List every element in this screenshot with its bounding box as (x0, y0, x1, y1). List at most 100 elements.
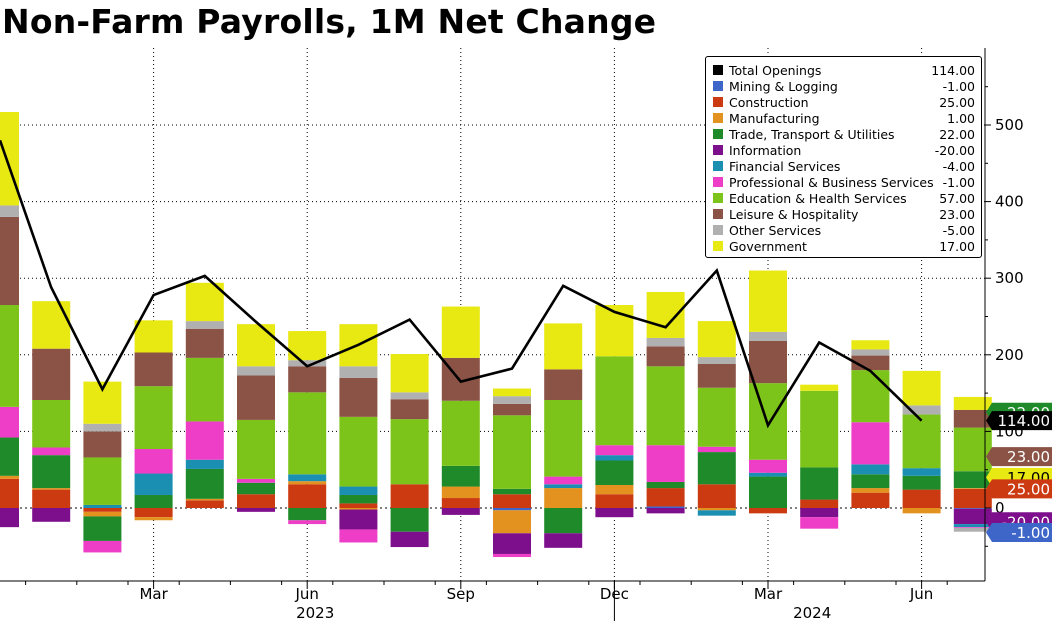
legend-swatch (713, 97, 723, 107)
bar-segment (800, 390, 839, 468)
bar-segment (134, 449, 173, 474)
chart-legend: Total Openings 114.00 Mining & Logging -1.0… (705, 56, 982, 258)
bar-segment (697, 452, 736, 485)
bar-segment (441, 486, 480, 499)
chart-title: Non-Farm Payrolls, 1M Net Change (2, 2, 657, 41)
legend-label: Trade, Transport & Utilities (729, 126, 895, 142)
bar-segment (0, 205, 19, 217)
bar-segment (902, 489, 941, 508)
legend-swatch (713, 225, 723, 235)
bar-segment (953, 527, 992, 528)
legend-label: Professional & Business Services (729, 174, 934, 190)
bar-segment (237, 375, 275, 420)
bar-segment (339, 416, 378, 487)
bar-segment (902, 468, 941, 476)
bar-segment (339, 377, 378, 417)
bar-segment (493, 553, 531, 558)
legend-item: Total Openings 114.00 (713, 62, 975, 78)
bar-segment (800, 499, 839, 508)
bar-segment (493, 510, 531, 534)
legend-swatch (713, 145, 723, 155)
bar-segment (83, 431, 122, 458)
legend-value: -20.00 (934, 142, 975, 158)
bar-segment (749, 341, 787, 384)
bar-segment (544, 484, 583, 489)
bar-segment (697, 508, 736, 511)
bar-segment (237, 508, 275, 512)
bar-segment (339, 509, 378, 530)
value-badge: 114.00 (986, 411, 1052, 431)
y-tick-label: 0 (995, 499, 1005, 517)
bar-segment (441, 465, 480, 487)
bar-segment (697, 321, 736, 358)
bar-segment (697, 357, 736, 364)
bar-segment (134, 494, 173, 508)
bar-segment (288, 366, 327, 393)
legend-item: Construction 25.00 (713, 94, 975, 110)
bar-segment (185, 328, 224, 358)
bar-segment (288, 481, 327, 485)
bar-segment (288, 508, 327, 521)
legend-swatch (713, 81, 723, 91)
bar-segment (851, 370, 890, 423)
bar-segment (237, 366, 275, 376)
bar-segment (902, 370, 941, 406)
bar-segment (288, 484, 327, 508)
bar-segment (493, 403, 531, 416)
legend-item: Government 17.00 (713, 238, 975, 254)
y-tick-label: 200 (995, 346, 1024, 364)
x-tick-label: Mar (139, 585, 168, 603)
bar-segment (953, 508, 992, 509)
bar-segment (441, 508, 480, 515)
bar-segment (185, 421, 224, 460)
bar-segment (646, 337, 685, 347)
legend-item: Leisure & Hospitality 23.00 (713, 206, 975, 222)
bar-segment (646, 506, 685, 508)
bar-segment (32, 508, 71, 522)
bar-segment (851, 340, 890, 350)
legend-swatch (713, 241, 723, 251)
bar-segment (32, 489, 71, 508)
legend-value: 22.00 (939, 126, 975, 142)
legend-value: -1.00 (942, 174, 975, 190)
bar-segment (749, 270, 787, 332)
bar-segment (32, 447, 71, 456)
legend-label: Total Openings (729, 62, 822, 78)
bar-segment (800, 517, 839, 529)
legend-label: Mining & Logging (729, 78, 838, 94)
bar-segment (32, 455, 71, 489)
bar-segment (749, 331, 787, 342)
value-badge-label: 114.00 (998, 412, 1051, 430)
bar-segment (595, 508, 634, 518)
bar-segment (390, 399, 429, 420)
total-openings-line (0, 139, 923, 429)
bar-segment (953, 396, 992, 410)
legend-item: Manufacturing 1.00 (713, 110, 975, 126)
legend-value: 1.00 (947, 110, 975, 126)
bar-segment (134, 352, 173, 387)
value-badge-shape (986, 447, 1052, 467)
legend-value: -5.00 (942, 222, 975, 238)
legend-value: -4.00 (942, 158, 975, 174)
x-year-label: 2024 (793, 604, 831, 621)
bar-segment (134, 386, 173, 450)
bar-segment (134, 508, 173, 518)
y-tick-label: 500 (995, 116, 1024, 134)
bar-segment (595, 356, 634, 446)
legend-value: 25.00 (939, 94, 975, 110)
bar-segment (339, 494, 378, 504)
bar-segment (288, 520, 327, 525)
legend-label: Education & Health Services (729, 190, 907, 206)
bar-segment (237, 494, 275, 508)
bar-segment (544, 369, 583, 400)
bar-segment (390, 354, 429, 393)
legend-swatch (713, 65, 723, 75)
bar-segment (493, 415, 531, 489)
legend-item: Financial Services -4.00 (713, 158, 975, 174)
bar-segment (339, 508, 378, 510)
value-badge-shape (986, 523, 1052, 543)
bar-segment (851, 474, 890, 489)
x-tick-label: Mar (754, 585, 783, 603)
